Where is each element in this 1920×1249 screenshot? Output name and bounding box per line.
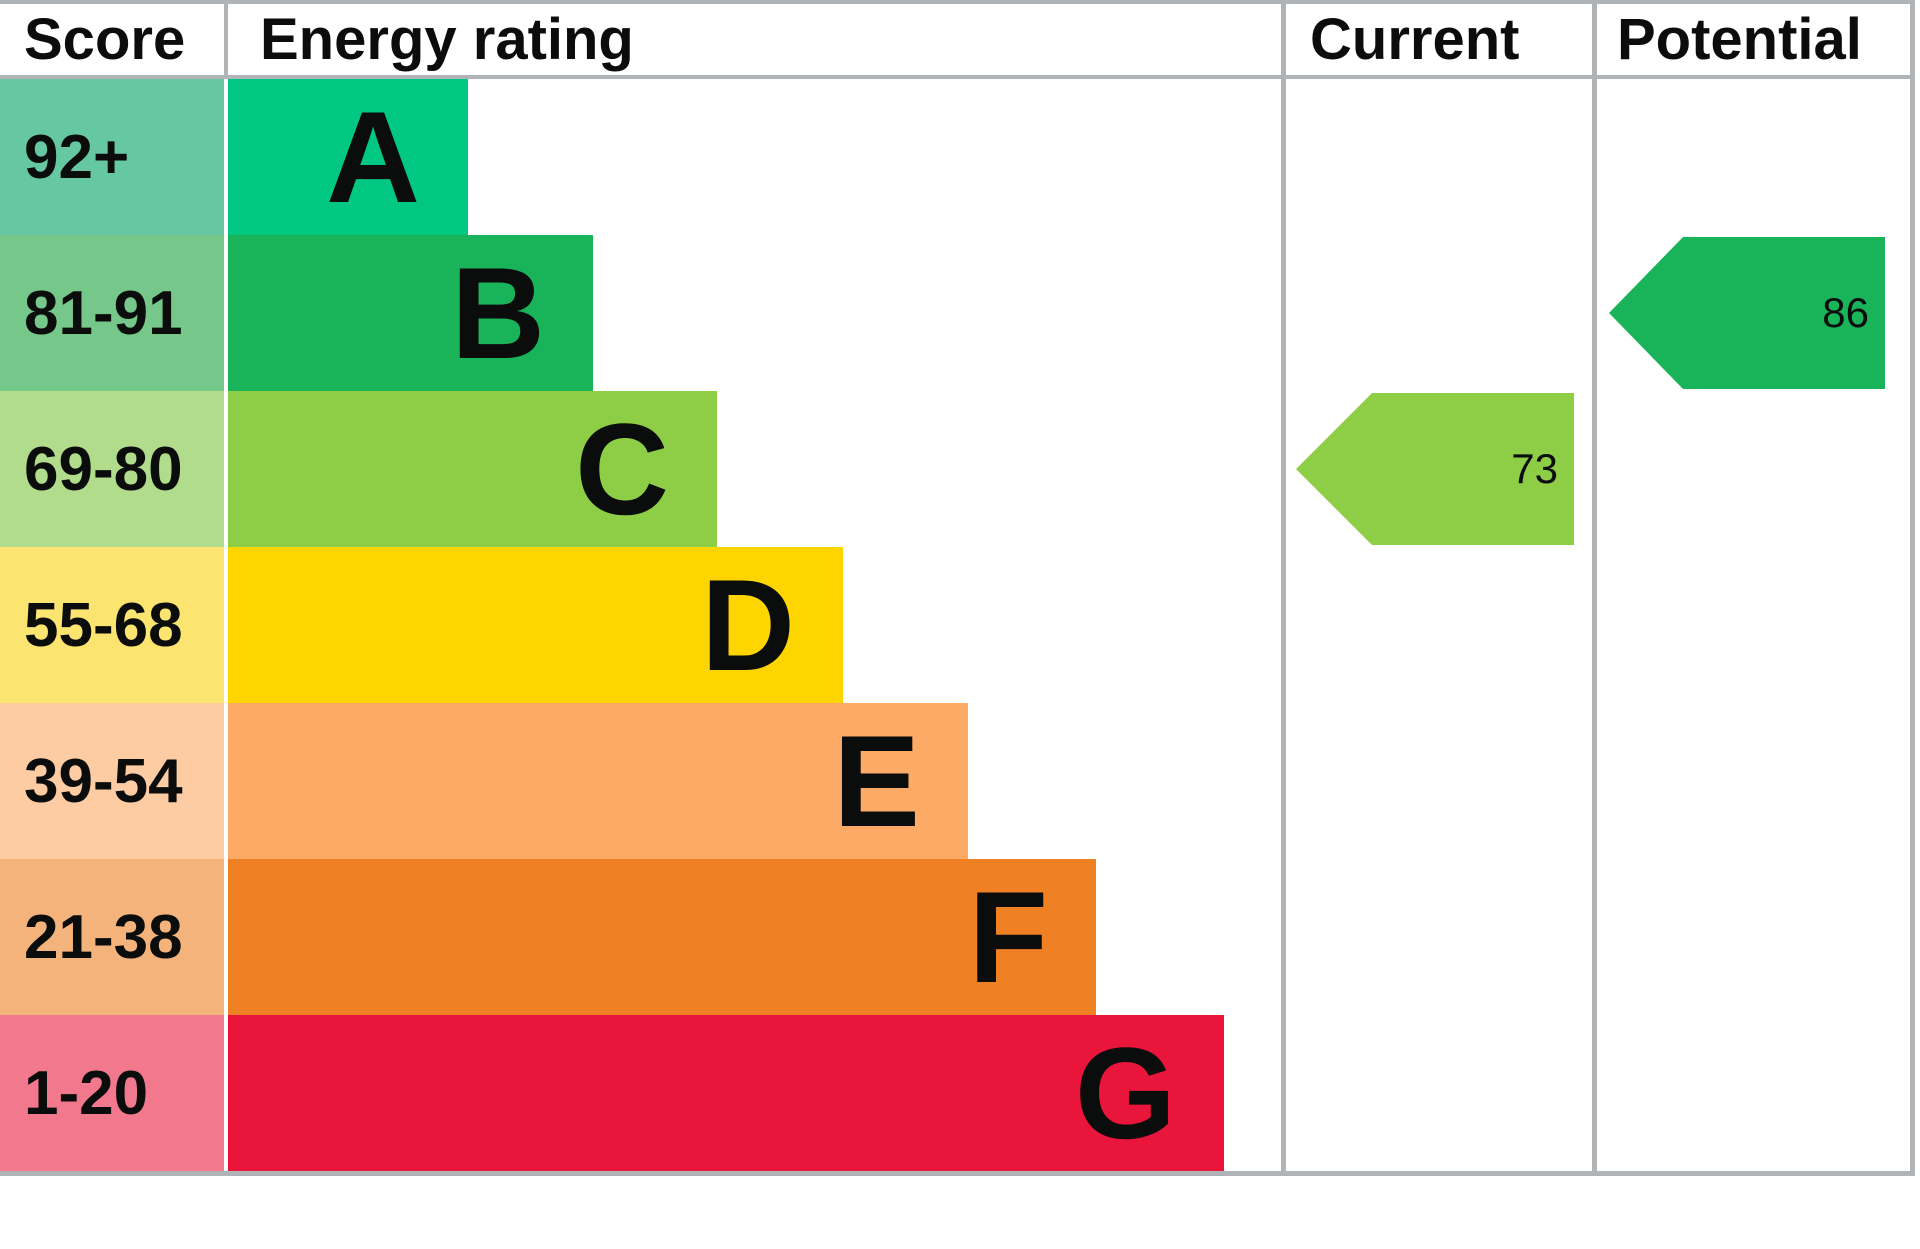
band-row: 69-80 C bbox=[0, 391, 1281, 547]
band-score-label: 21-38 bbox=[24, 902, 183, 972]
band-score-cell: 92+ bbox=[0, 79, 224, 235]
band-bar: G bbox=[228, 1015, 1224, 1171]
divider-top bbox=[0, 0, 1915, 4]
current-rating-arrow: 73 bbox=[1296, 393, 1574, 545]
potential-rating-arrow: 86 bbox=[1609, 237, 1885, 389]
band-letter-label: D bbox=[701, 552, 795, 698]
band-row: 55-68 D bbox=[0, 547, 1281, 703]
band-row: 1-20 G bbox=[0, 1015, 1281, 1171]
divider-current-left bbox=[1281, 0, 1286, 1176]
band-bar: A bbox=[228, 79, 468, 235]
band-letter-label: F bbox=[968, 864, 1048, 1010]
band-row: 39-54 E bbox=[0, 703, 1281, 859]
current-column-header: Current bbox=[1310, 7, 1520, 72]
band-score-label: 81-91 bbox=[24, 278, 183, 348]
current-rating-value: 73 bbox=[1511, 445, 1558, 492]
band-score-cell: 55-68 bbox=[0, 547, 224, 703]
band-score-label: 69-80 bbox=[24, 434, 183, 504]
band-score-cell: 69-80 bbox=[0, 391, 224, 547]
divider-potential-left bbox=[1592, 0, 1597, 1176]
band-score-cell: 1-20 bbox=[0, 1015, 224, 1171]
band-bar: B bbox=[228, 235, 593, 391]
divider-score-column bbox=[224, 0, 228, 79]
band-row: 92+ A bbox=[0, 79, 1281, 235]
band-score-label: 92+ bbox=[24, 122, 130, 192]
divider-bottom bbox=[0, 1171, 1915, 1176]
band-letter-label: C bbox=[575, 396, 669, 542]
divider-header-bottom bbox=[0, 75, 1915, 79]
band-letter-label: B bbox=[451, 240, 545, 386]
band-bar: E bbox=[228, 703, 968, 859]
band-letter-label: A bbox=[326, 84, 420, 230]
band-row: 21-38 F bbox=[0, 859, 1281, 1015]
band-score-cell: 21-38 bbox=[0, 859, 224, 1015]
divider-right bbox=[1910, 0, 1915, 1176]
band-score-cell: 39-54 bbox=[0, 703, 224, 859]
score-column-header: Score bbox=[24, 7, 186, 72]
energy-rating-column-header: Energy rating bbox=[260, 7, 634, 72]
band-bar: C bbox=[228, 391, 717, 547]
band-row: 81-91 B bbox=[0, 235, 1281, 391]
band-score-label: 39-54 bbox=[24, 746, 183, 816]
band-letter-label: G bbox=[1074, 1020, 1176, 1166]
potential-rating-value: 86 bbox=[1822, 289, 1869, 336]
band-bar: D bbox=[228, 547, 843, 703]
band-score-label: 1-20 bbox=[24, 1058, 149, 1128]
potential-column-header: Potential bbox=[1617, 7, 1862, 72]
band-score-cell: 81-91 bbox=[0, 235, 224, 391]
band-score-label: 55-68 bbox=[24, 590, 183, 660]
band-letter-label: E bbox=[833, 708, 920, 854]
band-bar: F bbox=[228, 859, 1096, 1015]
